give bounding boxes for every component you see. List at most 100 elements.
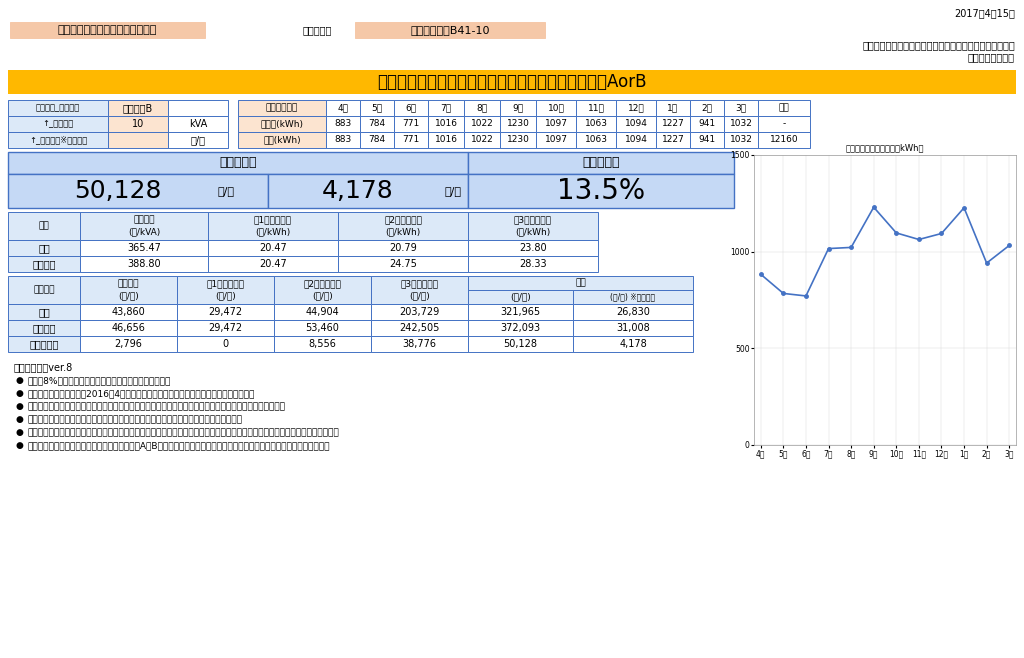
Text: 771: 771 (402, 120, 420, 128)
Bar (338, 256, 468, 272)
Bar (238, 100, 326, 116)
Text: ご注意事項＿ver.8: ご注意事項＿ver.8 (14, 362, 74, 372)
Bar (80, 336, 177, 352)
Text: 29,472: 29,472 (209, 323, 243, 333)
Bar (371, 304, 468, 320)
Text: 372,093: 372,093 (501, 323, 541, 333)
Text: 株式会社モリカワ: 株式会社モリカワ (968, 52, 1015, 62)
Text: 供給開始後は再生可能エネルギー発電促進賦課金・燃料費調整額を加味してご請求いたします。（算定式は関西電力と同一です）: 供給開始後は再生可能エネルギー発電促進賦課金・燃料費調整額を加味してご請求いたし… (28, 428, 340, 437)
Bar (724, 100, 758, 116)
Text: 合計: 合計 (575, 278, 586, 288)
Bar (464, 100, 500, 116)
Text: 2017年4月15日: 2017年4月15日 (954, 8, 1015, 18)
Text: イーレックス・スパーク・エリアマーケティング株式会社: イーレックス・スパーク・エリアマーケティング株式会社 (862, 40, 1015, 50)
Bar (428, 132, 464, 148)
Text: 年間: 年間 (778, 103, 790, 113)
Text: 関西電力: 関西電力 (32, 259, 55, 269)
Text: 2月: 2月 (701, 103, 713, 113)
Bar (238, 132, 326, 148)
Bar (724, 116, 758, 132)
Bar (573, 304, 693, 320)
Bar (274, 304, 371, 320)
Bar (326, 132, 360, 148)
Bar (656, 132, 690, 148)
Text: 6月: 6月 (406, 103, 417, 113)
Text: 941: 941 (698, 136, 716, 145)
Text: 388.80: 388.80 (127, 259, 161, 269)
Text: 20.47: 20.47 (259, 243, 287, 253)
Text: (円/年): (円/年) (118, 291, 139, 301)
Text: 10月: 10月 (548, 103, 564, 113)
Text: -: - (782, 120, 785, 128)
Text: ●: ● (16, 428, 24, 437)
Text: 1月: 1月 (668, 103, 679, 113)
Text: 料金試算: 料金試算 (33, 286, 54, 295)
Text: (円/kWh): (円/kWh) (255, 228, 291, 236)
Text: 883: 883 (335, 120, 351, 128)
Bar (690, 116, 724, 132)
Bar (80, 320, 177, 336)
Text: 様: 様 (57, 25, 157, 35)
Text: 想定削減額: 想定削減額 (30, 339, 58, 349)
Bar (468, 320, 573, 336)
Bar (355, 22, 545, 38)
Text: ●: ● (16, 402, 24, 411)
Text: (円/年): (円/年) (510, 293, 530, 301)
Bar (274, 276, 371, 304)
Bar (338, 212, 468, 240)
Bar (8, 336, 80, 352)
Bar (428, 100, 464, 116)
Bar (464, 132, 500, 148)
Text: 31,008: 31,008 (616, 323, 650, 333)
Text: kVA: kVA (188, 119, 207, 129)
Text: 供給開始日はお申込後、2016年4月以降の最初の関西電力の検針日を予定しております。: 供給開始日はお申込後、2016年4月以降の最初の関西電力の検針日を予定しておりま… (28, 389, 255, 398)
Text: 9月: 9月 (512, 103, 523, 113)
Text: 円/月: 円/月 (190, 135, 206, 145)
Bar (80, 304, 177, 320)
Bar (394, 132, 428, 148)
Text: 第3段従量料金: 第3段従量料金 (400, 280, 438, 288)
Bar (177, 320, 274, 336)
Bar (500, 132, 536, 148)
Text: 3月: 3月 (735, 103, 746, 113)
Text: 10: 10 (132, 119, 144, 129)
Bar (360, 132, 394, 148)
Text: 1016: 1016 (434, 136, 458, 145)
Bar (616, 116, 656, 132)
Text: 1063: 1063 (585, 120, 607, 128)
Text: ●: ● (16, 376, 24, 385)
Bar (536, 116, 575, 132)
Text: 28.33: 28.33 (519, 259, 547, 269)
Bar (573, 290, 693, 304)
Bar (8, 70, 1016, 94)
Text: 関西電力: 関西電力 (32, 323, 55, 333)
Text: 当社: 当社 (38, 307, 50, 317)
Bar (238, 116, 326, 132)
Bar (616, 132, 656, 148)
Bar (500, 116, 536, 132)
Text: 20.47: 20.47 (259, 259, 287, 269)
Text: 941: 941 (698, 120, 716, 128)
Text: 8月: 8月 (476, 103, 487, 113)
Bar (468, 212, 598, 240)
Bar (268, 174, 468, 208)
Text: ●: ● (16, 441, 24, 450)
Text: 1032: 1032 (729, 120, 753, 128)
Bar (690, 100, 724, 116)
Bar (468, 304, 573, 320)
Bar (536, 132, 575, 148)
Text: 11月: 11月 (588, 103, 604, 113)
Bar (8, 276, 80, 304)
Bar (360, 100, 394, 116)
Bar (168, 132, 228, 148)
Bar (468, 290, 573, 304)
Text: 23.80: 23.80 (519, 243, 547, 253)
Bar (573, 336, 693, 352)
Text: ●: ● (16, 415, 24, 424)
Text: 消費税8%を含んだ単価、料金試算を提示しております。: 消費税8%を含んだ単価、料金試算を提示しております。 (28, 376, 171, 385)
Bar (468, 276, 693, 290)
Text: 46,656: 46,656 (112, 323, 145, 333)
Text: 784: 784 (369, 120, 386, 128)
Bar (8, 212, 80, 240)
Text: 4月: 4月 (338, 103, 348, 113)
